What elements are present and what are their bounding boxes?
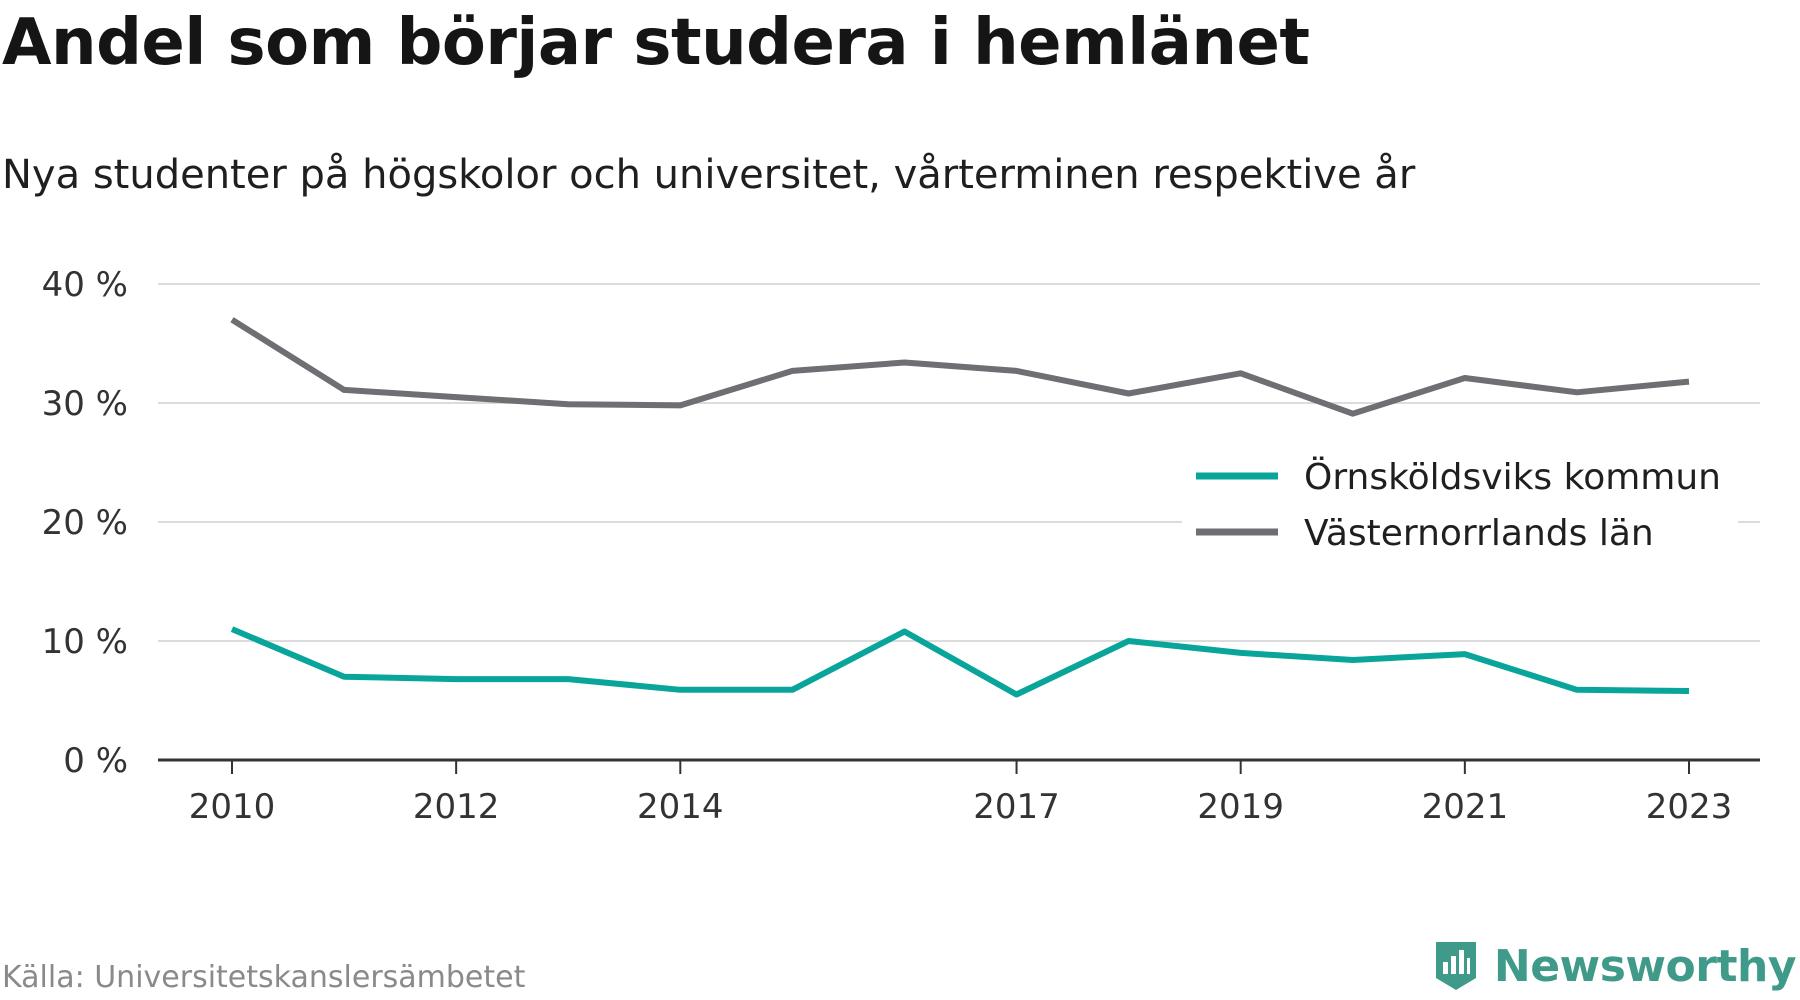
legend-background [1182, 446, 1738, 556]
series-line-1 [230, 317, 1690, 417]
x-tick-label: 2014 [637, 787, 724, 827]
x-tick-label: 2023 [1646, 787, 1733, 827]
y-tick-label: 10 % [42, 622, 128, 662]
series-lines [230, 317, 1690, 698]
legend: Örnsköldsviks kommun Västernorrlands län [1182, 446, 1738, 556]
y-tick-label: 0 % [63, 741, 128, 781]
legend-label: Västernorrlands län [1304, 513, 1654, 554]
chart-subtitle: Nya studenter på högskolor och universit… [2, 152, 1416, 198]
x-tick-label: 2010 [189, 787, 276, 827]
source-note: Källa: Universitetskanslersämbetet [2, 960, 526, 995]
x-tick-label: 2021 [1422, 787, 1509, 827]
y-tick-label: 30 % [42, 384, 128, 424]
chart-title: Andel som börjar studera i hemlänet [2, 6, 1310, 80]
legend-label: Örnsköldsviks kommun [1304, 456, 1721, 498]
newsworthy-logo-icon [1435, 942, 1476, 990]
y-axis: 0 % 10 % 20 % 30 % 40 % [42, 265, 128, 781]
x-tick-label: 2019 [1197, 787, 1284, 827]
y-tick-label: 20 % [42, 503, 128, 543]
series-line-0 [230, 626, 1690, 698]
x-tick-label: 2012 [413, 787, 500, 827]
y-tick-label: 40 % [42, 265, 128, 305]
brand-name: Newsworthy [1493, 940, 1797, 992]
brand: Newsworthy [1432, 938, 1797, 994]
x-tick-label: 2017 [973, 787, 1060, 827]
x-axis: 2010 2012 2014 2017 2019 2021 2023 [158, 758, 1760, 827]
